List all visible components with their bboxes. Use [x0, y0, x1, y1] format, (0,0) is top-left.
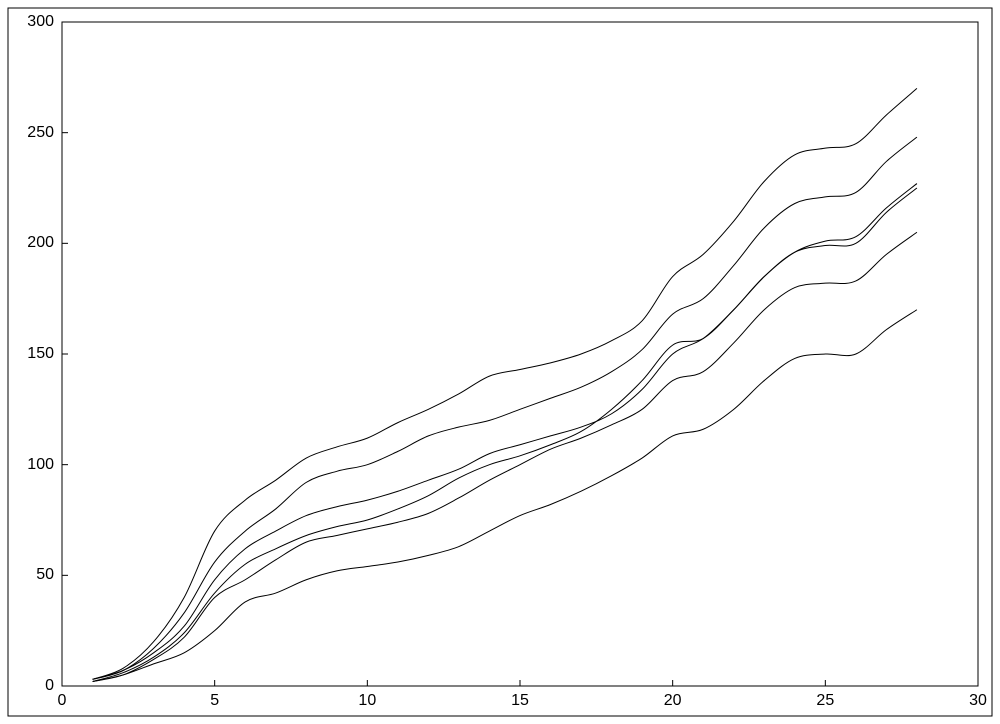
x-tick-label: 5 — [210, 692, 219, 710]
y-tick-label: 300 — [27, 13, 54, 31]
x-tick-label: 10 — [358, 692, 376, 710]
y-tick-label: 250 — [27, 124, 54, 142]
line-chart: 051015202530050100150200250300 — [0, 0, 1000, 724]
outer-border — [8, 8, 992, 716]
x-tick-label: 30 — [969, 692, 987, 710]
y-tick-label: 200 — [27, 234, 54, 252]
y-tick-label: 0 — [45, 677, 54, 695]
x-tick-label: 20 — [664, 692, 682, 710]
x-tick-label: 15 — [511, 692, 529, 710]
x-tick-label: 25 — [816, 692, 834, 710]
y-tick-label: 100 — [27, 456, 54, 474]
plot-area — [0, 0, 1000, 724]
x-tick-label: 0 — [58, 692, 67, 710]
y-tick-label: 50 — [36, 566, 54, 584]
y-tick-label: 150 — [27, 345, 54, 363]
